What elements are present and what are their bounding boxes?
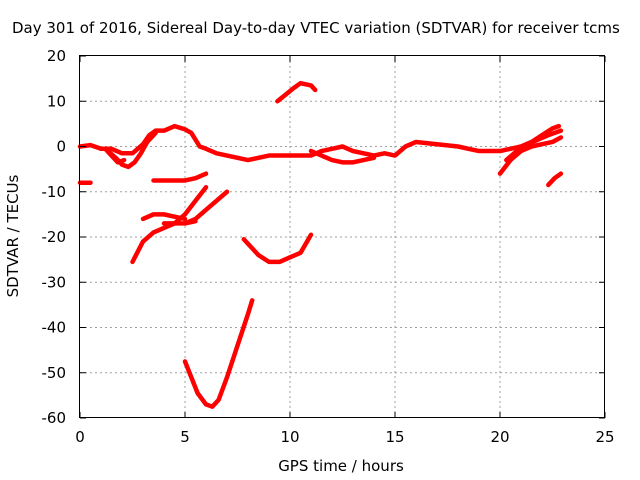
x-tick-label: 10: [280, 428, 299, 446]
series-rise-20-23h: [497, 135, 564, 176]
tick-layer: 0 5 10 15 20 25 -60 -50 -40 -30 -20 -10 0 10 20: [42, 47, 615, 446]
series-segment-3.5-6: [151, 171, 209, 183]
x-tick-label: 15: [385, 428, 404, 446]
chart-title: Day 301 of 2016, Sidereal Day-to-day VTE…: [12, 19, 620, 37]
y-tick-label: 0: [56, 138, 66, 156]
series-segment-3-5: [140, 212, 188, 222]
grid-layer: [80, 56, 605, 418]
series-layer: [77, 80, 564, 409]
series-flat-minus17: [161, 218, 198, 226]
series-deep-v: [182, 298, 255, 409]
y-tick-label: -60: [42, 409, 67, 427]
series-dip-12-14h: [308, 148, 377, 165]
series-rise-2.5-6: [130, 184, 209, 265]
series-arc-8-11h: [241, 232, 314, 265]
y-tick-label: -10: [42, 183, 67, 201]
series-end-22.5-23: [546, 171, 564, 188]
y-tick-label: -30: [42, 273, 67, 291]
y-tick-label: 20: [47, 47, 66, 65]
y-tick-label: -50: [42, 364, 67, 382]
y-axis-label: SDTVAR / TECUs: [4, 174, 22, 297]
series-arc-9.5-11h: [275, 80, 318, 104]
y-tick-label: 10: [47, 92, 66, 110]
x-tick-label: 25: [595, 428, 614, 446]
y-tick-label: -20: [42, 228, 67, 246]
series-short-dip-near-1.5h: [102, 146, 127, 165]
y-tick-label: -40: [42, 319, 67, 337]
x-tick-label: 20: [490, 428, 509, 446]
series-rise-20.5-23h: [504, 128, 564, 163]
x-tick-label: 5: [180, 428, 190, 446]
series-main-near-zero: [77, 123, 562, 163]
x-tick-label: 0: [75, 428, 85, 446]
x-axis-label: GPS time / hours: [278, 457, 404, 475]
